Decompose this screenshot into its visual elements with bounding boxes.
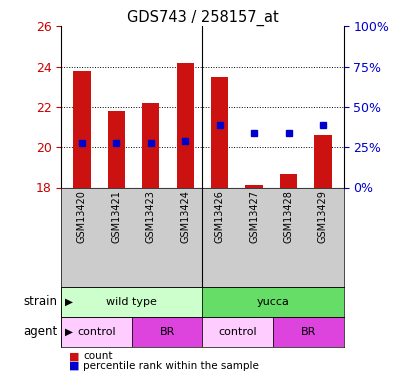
Text: GSM13423: GSM13423 (146, 190, 156, 243)
Bar (211, 76, 228, 188)
Bar (202, 317, 273, 347)
Text: GSM13429: GSM13429 (318, 190, 328, 243)
Text: BR: BR (160, 327, 175, 337)
Bar (314, 135, 331, 188)
Text: GSM13426: GSM13426 (214, 190, 225, 243)
Bar (177, 63, 194, 188)
Bar (142, 103, 160, 188)
Bar (273, 317, 344, 347)
Text: count: count (83, 351, 113, 361)
Bar (245, 186, 263, 188)
Text: control: control (218, 327, 257, 337)
Title: GDS743 / 258157_at: GDS743 / 258157_at (126, 10, 278, 26)
Text: control: control (77, 327, 116, 337)
Text: GSM13428: GSM13428 (284, 190, 293, 243)
Text: ■: ■ (69, 351, 80, 361)
Text: ▶: ▶ (65, 327, 73, 337)
Bar (61, 317, 132, 347)
Text: BR: BR (301, 327, 316, 337)
Text: GSM13420: GSM13420 (77, 190, 87, 243)
Text: GSM13424: GSM13424 (180, 190, 190, 243)
Text: ▶: ▶ (65, 297, 73, 307)
Text: GSM13427: GSM13427 (249, 190, 259, 243)
Text: GSM13421: GSM13421 (111, 190, 121, 243)
Text: yucca: yucca (257, 297, 290, 307)
Bar (108, 111, 125, 188)
Bar (61, 287, 202, 317)
Text: agent: agent (23, 326, 57, 338)
Bar (132, 317, 202, 347)
Bar (280, 174, 297, 188)
Text: strain: strain (23, 296, 57, 308)
Text: percentile rank within the sample: percentile rank within the sample (83, 361, 259, 370)
Bar (73, 70, 90, 188)
Text: ■: ■ (69, 361, 80, 370)
Bar (202, 287, 344, 317)
Text: wild type: wild type (106, 297, 157, 307)
